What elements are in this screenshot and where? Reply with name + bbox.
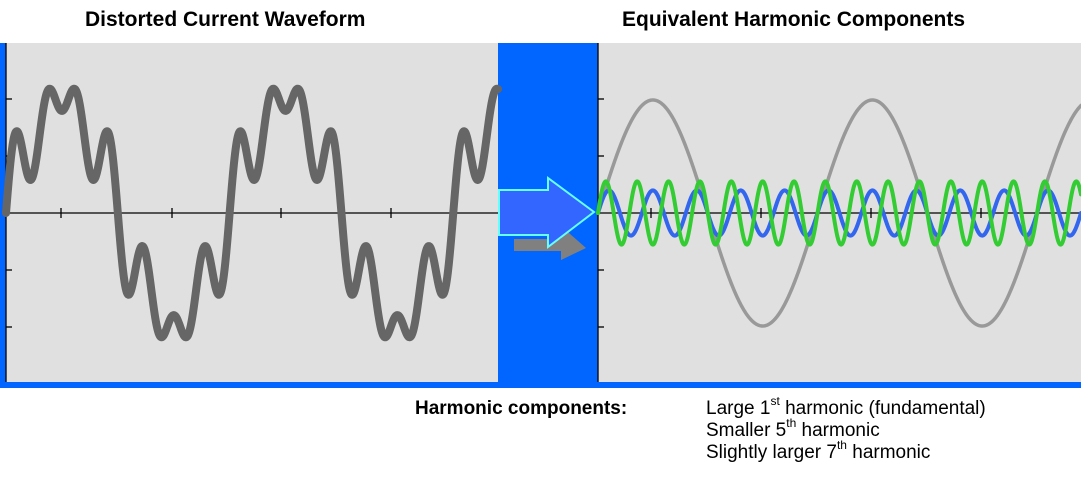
legend-items: Large 1st harmonic (fundamental) Smaller… <box>706 393 986 464</box>
seventh-harmonic-line <box>596 179 1081 247</box>
legend-item-fundamental: Large 1st harmonic (fundamental) <box>706 393 986 419</box>
distorted-waveform-title: Distorted Current Waveform <box>85 8 366 31</box>
harmonic-components-title: Equivalent Harmonic Components <box>622 8 966 31</box>
legend-item-seventh: Slightly larger 7th harmonic <box>706 437 931 463</box>
legend-item-fifth: Smaller 5th harmonic <box>706 415 880 441</box>
legend-heading: Harmonic components: <box>415 398 628 419</box>
transform-arrow <box>498 176 596 250</box>
distorted-waveform-line <box>2 84 502 342</box>
fundamental-harmonic-line <box>596 98 1081 328</box>
